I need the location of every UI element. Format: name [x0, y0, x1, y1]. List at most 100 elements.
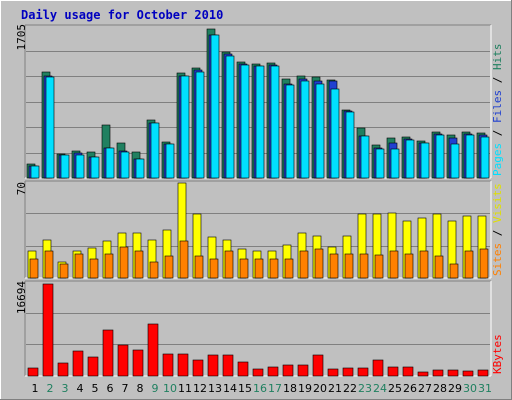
kbytes-bar	[417, 371, 429, 377]
sites-bar	[434, 255, 444, 279]
pages-bar	[165, 143, 175, 179]
pages-bar	[120, 151, 130, 179]
day-label: 28	[433, 382, 447, 395]
legend-separator: /	[491, 70, 504, 90]
pages-bar	[390, 148, 400, 179]
day-label: 29	[448, 382, 462, 395]
pages-bar	[90, 156, 100, 179]
day-label: 11	[178, 382, 192, 395]
pages-bar	[45, 76, 55, 179]
sites-bar	[284, 258, 294, 279]
sites-bar	[239, 258, 249, 279]
legend-files: Files	[491, 90, 504, 123]
pages-bar	[270, 65, 280, 179]
sites-bar	[314, 248, 324, 279]
pages-bar	[435, 134, 445, 179]
day-label: 3	[62, 382, 69, 395]
kbytes-bar	[162, 353, 174, 377]
kbytes-bar	[327, 368, 339, 377]
kbytes-bar	[297, 364, 309, 377]
day-label: 10	[163, 382, 177, 395]
kbytes-bar	[42, 283, 54, 377]
sites-bar	[389, 250, 399, 279]
day-label: 21	[328, 382, 342, 395]
sites-visits-panel	[24, 180, 492, 279]
day-label: 23	[358, 382, 372, 395]
legend-separator: /	[491, 123, 504, 143]
legend-pages: Pages	[491, 143, 504, 176]
legend-separator: /	[491, 223, 504, 243]
day-label: 25	[388, 382, 402, 395]
day-label: 18	[283, 382, 297, 395]
kbytes-bar	[267, 366, 279, 377]
kbytes-bar	[477, 369, 489, 377]
day-label: 2	[47, 382, 54, 395]
kbytes-bar	[282, 364, 294, 377]
pages-bar	[60, 154, 70, 179]
day-label: 22	[343, 382, 357, 395]
pages-bar	[210, 34, 220, 179]
kbytes-bar	[27, 367, 39, 377]
day-label: 24	[373, 382, 387, 395]
pages-bar	[150, 122, 160, 179]
sites-bar	[419, 250, 429, 279]
sites-bar	[149, 261, 159, 279]
sites-bar	[74, 253, 84, 279]
kbytes-bar	[462, 370, 474, 377]
sites-bar	[59, 263, 69, 279]
pages-bar	[75, 154, 85, 179]
kbytes-bar	[312, 354, 324, 377]
pages-bar	[345, 111, 355, 179]
kbytes-bar	[402, 366, 414, 377]
pages-bar	[285, 84, 295, 179]
kbytes-bar	[237, 361, 249, 377]
sites-bar	[464, 250, 474, 279]
pages-files-hits-panel	[24, 24, 492, 179]
kbytes-bar	[177, 353, 189, 377]
kbytes-bar	[192, 359, 204, 377]
pages-bar	[105, 147, 115, 179]
kbytes-bar	[357, 367, 369, 377]
day-label: 20	[313, 382, 327, 395]
sites-bar	[344, 253, 354, 279]
pages-bar	[465, 134, 475, 179]
kbytes-plot-area	[25, 281, 491, 376]
kbytes-bar	[57, 362, 69, 377]
day-label: 13	[208, 382, 222, 395]
day-label: 27	[418, 382, 432, 395]
pages-bar	[420, 142, 430, 179]
pages-bar	[450, 143, 460, 179]
legend-hits: Hits	[491, 44, 504, 71]
day-label: 14	[223, 382, 237, 395]
day-label: 16	[253, 382, 267, 395]
pages-bar	[330, 88, 340, 179]
kbytes-bar	[432, 369, 444, 377]
sites-bar	[374, 254, 384, 279]
sites-bar	[209, 258, 219, 279]
pages-bar	[30, 165, 40, 179]
day-label: 26	[403, 382, 417, 395]
kbytes-bar	[72, 350, 84, 377]
day-axis-labels: 1 2 3 4 5 6 7 8 9 10 11 12 13 14 15 16 17 18 19 20 21 22 23 24 2…	[32, 382, 493, 395]
kbytes-bar	[87, 356, 99, 377]
day-label: 12	[193, 382, 207, 395]
kbytes-bar	[342, 367, 354, 377]
kbytes-bar	[102, 329, 114, 377]
pages-bar	[240, 64, 250, 179]
sites-bar	[254, 258, 264, 279]
pages-bar	[315, 83, 325, 179]
chart-title: Daily usage for October 2010	[21, 8, 223, 22]
sites-bar	[224, 250, 234, 279]
kbytes-bar	[207, 354, 219, 377]
hits-axis-max-label: 1705	[15, 24, 28, 51]
kbytes-bar	[222, 354, 234, 377]
sites-bar	[179, 240, 189, 279]
sites-bar	[299, 250, 309, 279]
day-label: 1	[32, 382, 39, 395]
sites-bar	[44, 250, 54, 279]
day-label: 7	[122, 382, 129, 395]
day-label: 8	[137, 382, 144, 395]
sites-bar	[359, 253, 369, 279]
